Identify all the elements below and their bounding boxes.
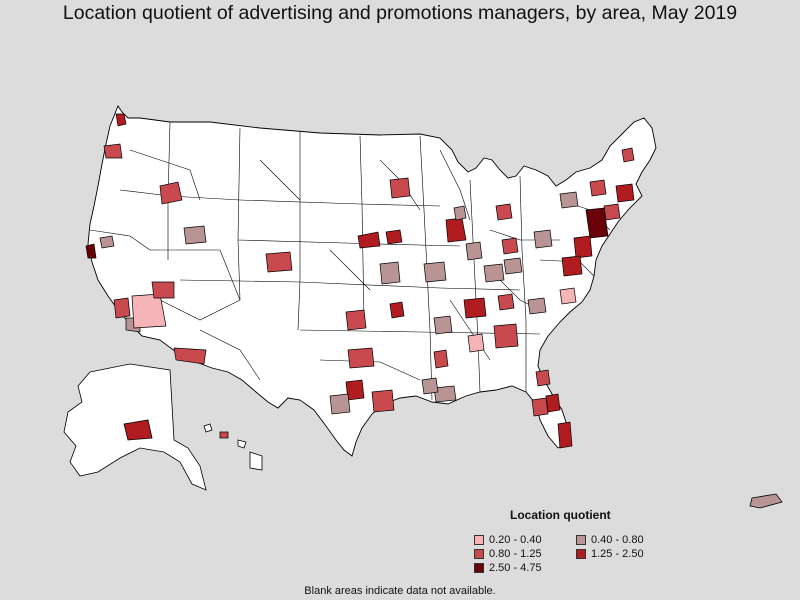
area-albany [589, 179, 607, 197]
legend-item-4: 2.50 - 4.75 [474, 562, 542, 574]
area-maine [621, 147, 635, 163]
area-dc [561, 255, 583, 277]
area-kansas [379, 261, 401, 285]
state-border [259, 159, 301, 201]
legend-swatch-4 [474, 563, 484, 573]
state-border [439, 149, 471, 221]
area-knoxville [497, 293, 515, 311]
legend-label-2: 0.80 - 1.25 [489, 548, 542, 560]
legend-item-1: 0.40 - 0.80 [576, 534, 644, 546]
area-la [113, 297, 131, 319]
area-oklahoma [389, 301, 405, 319]
area-vegas [151, 281, 175, 299]
pr-outline [749, 493, 783, 509]
area-dallas [347, 347, 375, 369]
area-charlotte [527, 297, 547, 315]
legend-label-4: 2.50 - 4.75 [489, 562, 542, 574]
state-border [329, 249, 371, 291]
hawaii [203, 423, 263, 471]
area-neworleans [433, 385, 457, 403]
area-louisville [483, 263, 505, 283]
state-border [519, 175, 527, 392]
state-border [199, 329, 261, 381]
state-border [319, 359, 421, 381]
footnote: Blank areas indicate data not available. [304, 585, 496, 597]
map-title: Location quotient of advertising and pro… [62, 2, 738, 24]
area-sf [85, 243, 97, 259]
legend-swatch-1 [576, 535, 586, 545]
legend-label-1: 0.40 - 0.80 [591, 534, 644, 546]
area-jackson [433, 349, 449, 369]
hawaii-island [203, 423, 213, 433]
area-lincoln [385, 229, 403, 245]
area-indy [465, 241, 483, 261]
puerto-rico [749, 493, 783, 509]
area-atlanta [493, 323, 519, 349]
legend-label-0: 0.20 - 0.40 [489, 534, 542, 546]
area-sacramento [99, 235, 115, 249]
area-arizona-west [131, 293, 167, 329]
area-cincy [501, 237, 519, 255]
legend-label-3: 1.25 - 2.50 [591, 548, 644, 560]
area-sanantonio [329, 393, 351, 415]
area-baton [421, 377, 439, 395]
area-anchorage [123, 419, 153, 441]
shaded-areas [85, 113, 635, 449]
area-chicago [445, 217, 467, 243]
area-upstate [559, 191, 579, 209]
legend-swatch-2 [474, 549, 484, 559]
area-orlando [545, 393, 561, 413]
legend-swatch-3 [576, 549, 586, 559]
area-denver [265, 251, 293, 273]
area-salt-lake [183, 225, 207, 245]
area-boston [615, 183, 635, 203]
state-border [239, 199, 441, 207]
legend-item-2: 0.80 - 1.25 [474, 548, 542, 560]
hawaii-island [249, 451, 263, 471]
area-tucson [173, 347, 207, 365]
area-detroit [495, 203, 513, 221]
state-border [359, 135, 365, 321]
area-austin [345, 379, 365, 401]
area-pittsburgh [533, 229, 553, 249]
legend-title: Location quotient [510, 508, 611, 522]
area-portland [103, 143, 123, 159]
area-birmingham [467, 333, 485, 353]
area-boise [159, 181, 183, 205]
area-nyc [585, 207, 609, 239]
area-omaha [357, 231, 381, 249]
area-philly [573, 235, 593, 259]
area-houston [371, 389, 395, 413]
area-jacksonville [535, 369, 551, 387]
hawaii-island [237, 439, 247, 449]
area-milwaukee [453, 205, 467, 221]
area-hartford [603, 203, 621, 221]
area-miami [557, 421, 573, 449]
area-nashville [463, 297, 487, 319]
legend-item-3: 1.25 - 2.50 [576, 548, 644, 560]
state-border [179, 279, 521, 291]
area-ohio [503, 257, 523, 275]
alaska [63, 363, 207, 491]
area-tampa [531, 397, 549, 417]
area-raleigh [559, 287, 577, 305]
contiguous-us [87, 105, 657, 457]
us-outline [87, 105, 657, 457]
area-minneapolis [389, 177, 411, 199]
area-stlouis [423, 261, 447, 283]
legend-swatch-0 [474, 535, 484, 545]
hawaii-island [219, 431, 229, 439]
state-border [129, 149, 201, 201]
area-seattle [115, 113, 127, 127]
state-border [89, 229, 151, 251]
area-nm [345, 309, 367, 331]
legend-item-0: 0.20 - 0.40 [474, 534, 542, 546]
state-border [150, 249, 241, 321]
area-memphis [433, 315, 453, 335]
state-border [297, 132, 301, 331]
